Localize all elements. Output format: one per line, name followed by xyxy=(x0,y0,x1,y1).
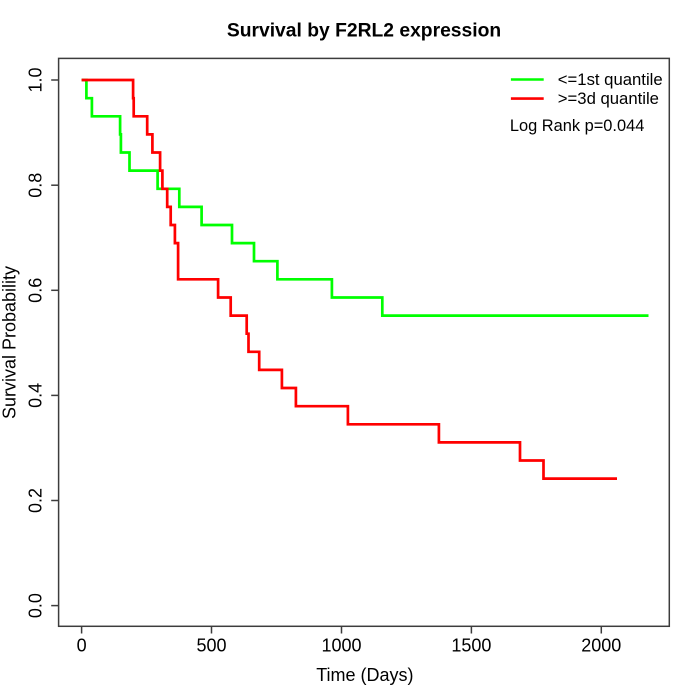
svg-text:Survival by F2RL2 expression: Survival by F2RL2 expression xyxy=(227,21,501,42)
svg-text:Log Rank p=0.044: Log Rank p=0.044 xyxy=(510,117,644,135)
svg-text:0.6: 0.6 xyxy=(26,278,46,303)
svg-text:Survival Probability: Survival Probability xyxy=(0,266,20,419)
svg-text:1.0: 1.0 xyxy=(26,67,46,92)
svg-text:Time (Days): Time (Days) xyxy=(316,665,413,685)
svg-text:0.4: 0.4 xyxy=(26,383,46,408)
svg-text:1000: 1000 xyxy=(321,636,361,656)
svg-text:>=3d quantile: >=3d quantile xyxy=(558,89,659,108)
svg-text:2000: 2000 xyxy=(581,636,621,656)
svg-text:0.8: 0.8 xyxy=(26,173,46,198)
svg-text:500: 500 xyxy=(196,636,226,656)
svg-text:0.2: 0.2 xyxy=(26,488,46,513)
svg-text:0: 0 xyxy=(77,636,87,656)
svg-text:1500: 1500 xyxy=(451,636,491,656)
svg-text:<=1st quantile: <=1st quantile xyxy=(558,70,663,89)
svg-text:0.0: 0.0 xyxy=(26,593,46,618)
